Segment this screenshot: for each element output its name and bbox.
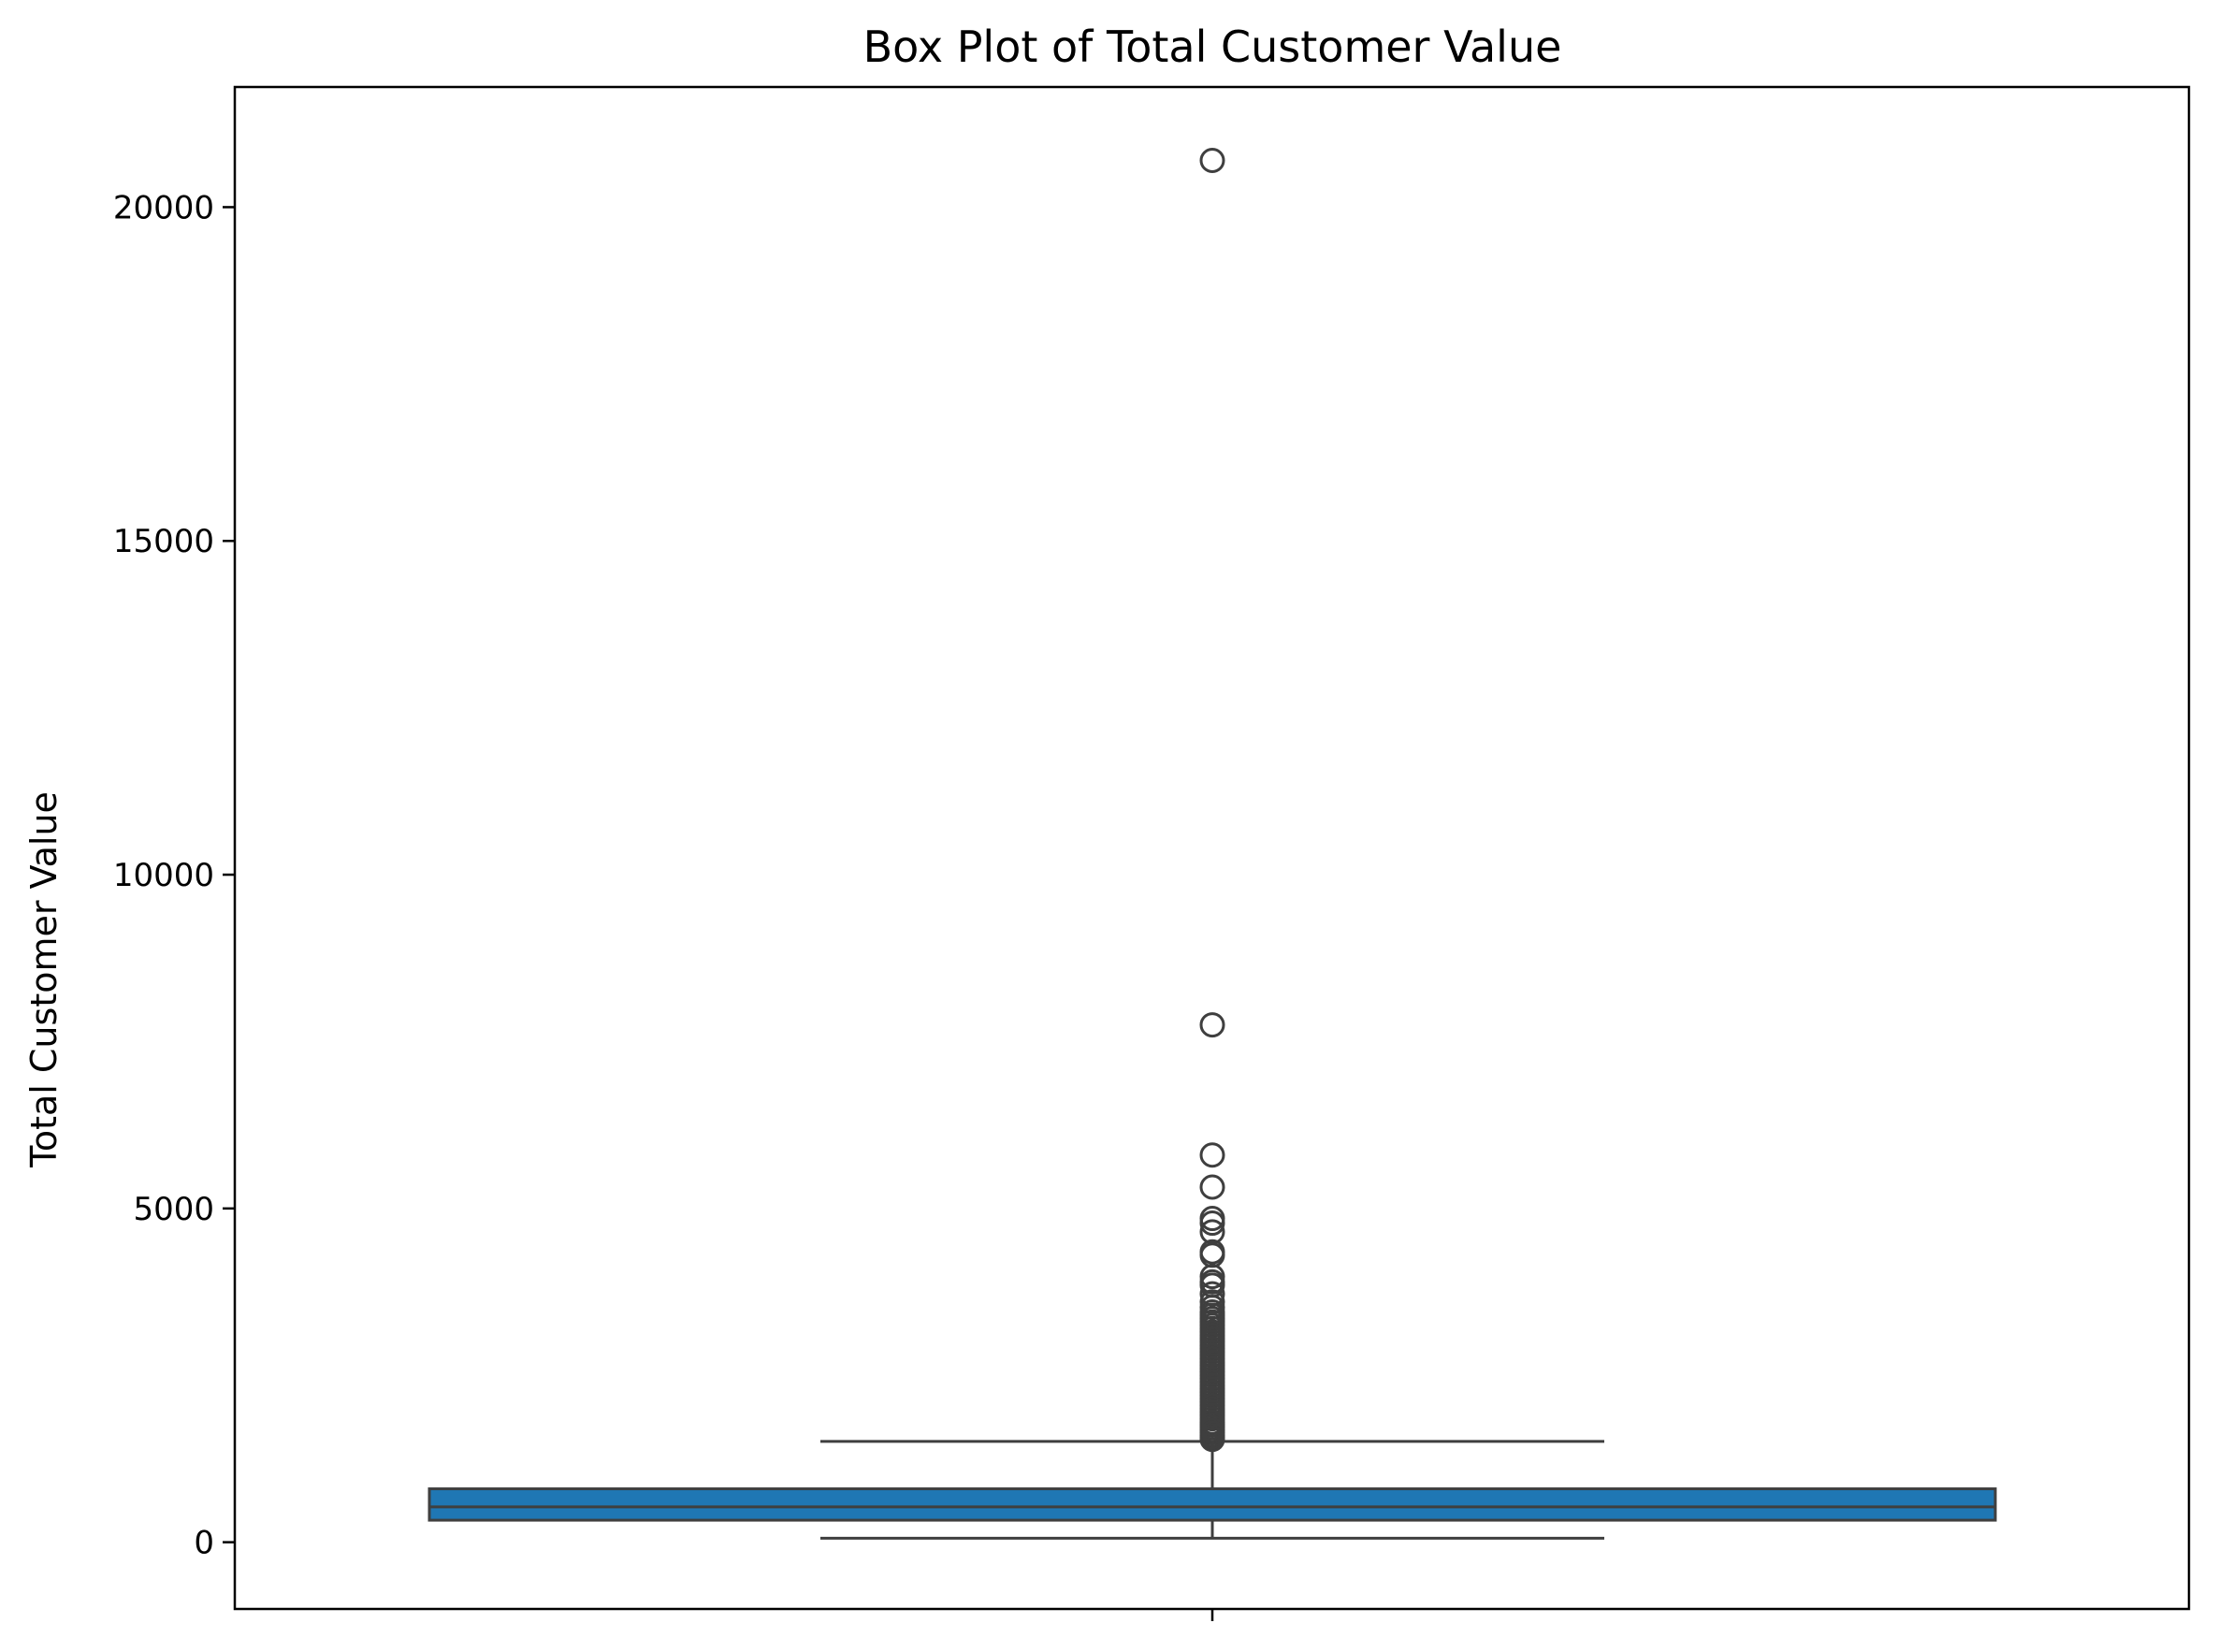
- y-tick-label: 5000: [133, 1191, 214, 1228]
- y-tick-label: 20000: [113, 189, 214, 226]
- outlier-point: [1199, 1142, 1225, 1168]
- chart-title: Box Plot of Total Customer Value: [863, 22, 1562, 72]
- outlier-point: [1199, 1210, 1225, 1237]
- outlier-point: [1199, 147, 1225, 173]
- outlier-point: [1199, 1174, 1225, 1200]
- plot-marks: [427, 147, 1997, 1540]
- iqr-box: [427, 1487, 1997, 1522]
- y-tick-label: 0: [194, 1525, 214, 1562]
- y-tick-label: 10000: [113, 857, 214, 894]
- y-tick-label: 15000: [113, 523, 214, 560]
- outlier-point: [1199, 1427, 1225, 1453]
- y-axis-ticks: 0 5000 10000 15000 20000: [113, 189, 235, 1562]
- y-axis-label: Total Customer Value: [23, 791, 65, 1168]
- outlier-point: [1199, 1012, 1225, 1038]
